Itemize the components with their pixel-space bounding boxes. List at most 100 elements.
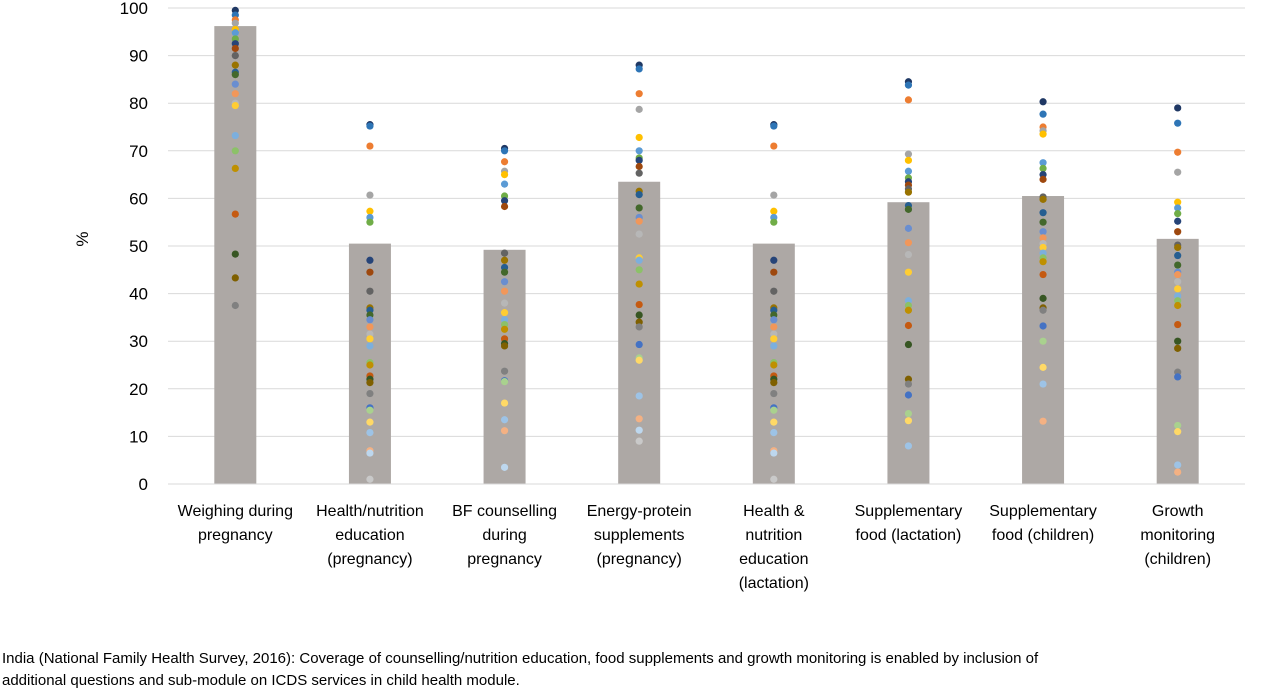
data-point: [1174, 204, 1182, 212]
data-point: [770, 142, 778, 150]
data-point: [231, 164, 239, 173]
x-category-label-line: BF counselling: [452, 503, 557, 520]
data-point: [1174, 320, 1182, 329]
caption-line-1: India (National Family Health Survey, 20…: [2, 650, 1039, 667]
data-point: [770, 389, 778, 398]
y-tick-label: 20: [129, 380, 148, 399]
x-category-label: Health & nutrition education (lactation): [739, 503, 809, 592]
data-point: [904, 250, 913, 259]
data-point: [1039, 218, 1047, 226]
x-category-label-line: nutrition: [745, 527, 802, 544]
figure-caption: India (National Family Health Survey, 20…: [2, 648, 1280, 692]
x-category-label-line: supplements: [594, 527, 685, 544]
coverage-chart: 0 10 20 30 40 50 60 70 80 90 100 Weighing during pr…: [73, 0, 1245, 592]
data-point: [231, 301, 239, 310]
data-point: [770, 268, 778, 276]
data-point: [635, 323, 643, 331]
data-point: [904, 188, 913, 196]
data-point: [1174, 198, 1182, 206]
data-point: [770, 335, 778, 343]
y-axis-label: %: [73, 231, 92, 246]
data-point: [635, 133, 643, 142]
data-point: [635, 311, 643, 319]
data-point: [904, 417, 913, 425]
data-point: [635, 356, 643, 364]
x-category-label-line: food (lactation): [856, 527, 962, 544]
data-point: [231, 52, 239, 60]
data-point: [635, 300, 643, 309]
data-point: [231, 19, 239, 27]
data-point: [500, 427, 509, 435]
data-point: [635, 426, 643, 434]
data-point: [770, 122, 778, 130]
data-point: [770, 342, 778, 350]
data-point: [1174, 251, 1182, 260]
data-point: [770, 428, 778, 437]
data-point: [635, 230, 643, 238]
x-category-label-line: (children): [1144, 551, 1211, 568]
data-point: [904, 306, 913, 314]
x-category-label-line: during: [482, 527, 526, 544]
data-point: [770, 449, 778, 457]
y-tick-label: 60: [129, 189, 148, 208]
y-tick-label: 100: [120, 0, 148, 18]
data-point: [366, 389, 374, 398]
data-point: [1039, 164, 1047, 173]
data-point: [1039, 209, 1047, 217]
data-point: [635, 340, 643, 349]
x-category-label-line: (lactation): [739, 575, 809, 592]
data-point: [1174, 217, 1182, 225]
x-category-label: Growth monitoring (children): [1140, 503, 1215, 568]
data-point: [500, 180, 509, 188]
data-point: [231, 101, 239, 110]
data-point: [1174, 270, 1182, 279]
data-point: [1039, 98, 1047, 106]
data-point: [500, 416, 509, 424]
data-point: [366, 268, 374, 276]
data-points: [231, 6, 1182, 483]
x-category-label-line: Supplementary: [989, 503, 1097, 520]
data-point: [770, 287, 778, 295]
data-point: [1039, 130, 1047, 138]
data-point: [770, 379, 778, 387]
data-point: [904, 96, 913, 104]
data-point: [1174, 301, 1182, 310]
data-point: [1174, 468, 1182, 476]
data-point: [635, 105, 643, 113]
data-point: [500, 342, 509, 350]
data-point: [1039, 337, 1047, 345]
data-point: [231, 71, 239, 79]
bars: [214, 26, 1199, 485]
data-point: [500, 268, 509, 276]
y-tick-label: 70: [129, 142, 148, 161]
data-point: [366, 449, 374, 457]
data-point: [366, 361, 374, 369]
y-tick-label: 0: [139, 475, 148, 494]
data-point: [635, 392, 643, 400]
data-point: [635, 162, 643, 171]
data-point: [1039, 110, 1047, 118]
data-point: [635, 266, 643, 274]
x-category-label-line: Health/nutrition: [316, 503, 424, 520]
data-point: [366, 287, 374, 295]
data-point: [1174, 210, 1182, 218]
data-point: [500, 197, 509, 205]
data-point: [904, 205, 913, 213]
data-point: [770, 406, 778, 414]
x-category-label-line: food (children): [992, 527, 1094, 544]
y-tick-label: 50: [129, 237, 148, 256]
data-point: [500, 399, 509, 407]
x-category-label-line: Supplementary: [855, 503, 963, 520]
data-point: [635, 217, 643, 225]
data-point: [1039, 417, 1047, 425]
data-point: [635, 190, 643, 199]
data-point: [231, 210, 239, 218]
y-tick-label: 30: [129, 332, 148, 351]
x-category-label: Weighing during pregnancy: [178, 503, 293, 544]
data-point: [904, 239, 913, 247]
data-point: [904, 380, 913, 388]
data-point: [635, 156, 643, 164]
data-point: [1039, 258, 1047, 266]
data-point: [1174, 373, 1182, 381]
y-tick-label: 90: [129, 47, 148, 66]
